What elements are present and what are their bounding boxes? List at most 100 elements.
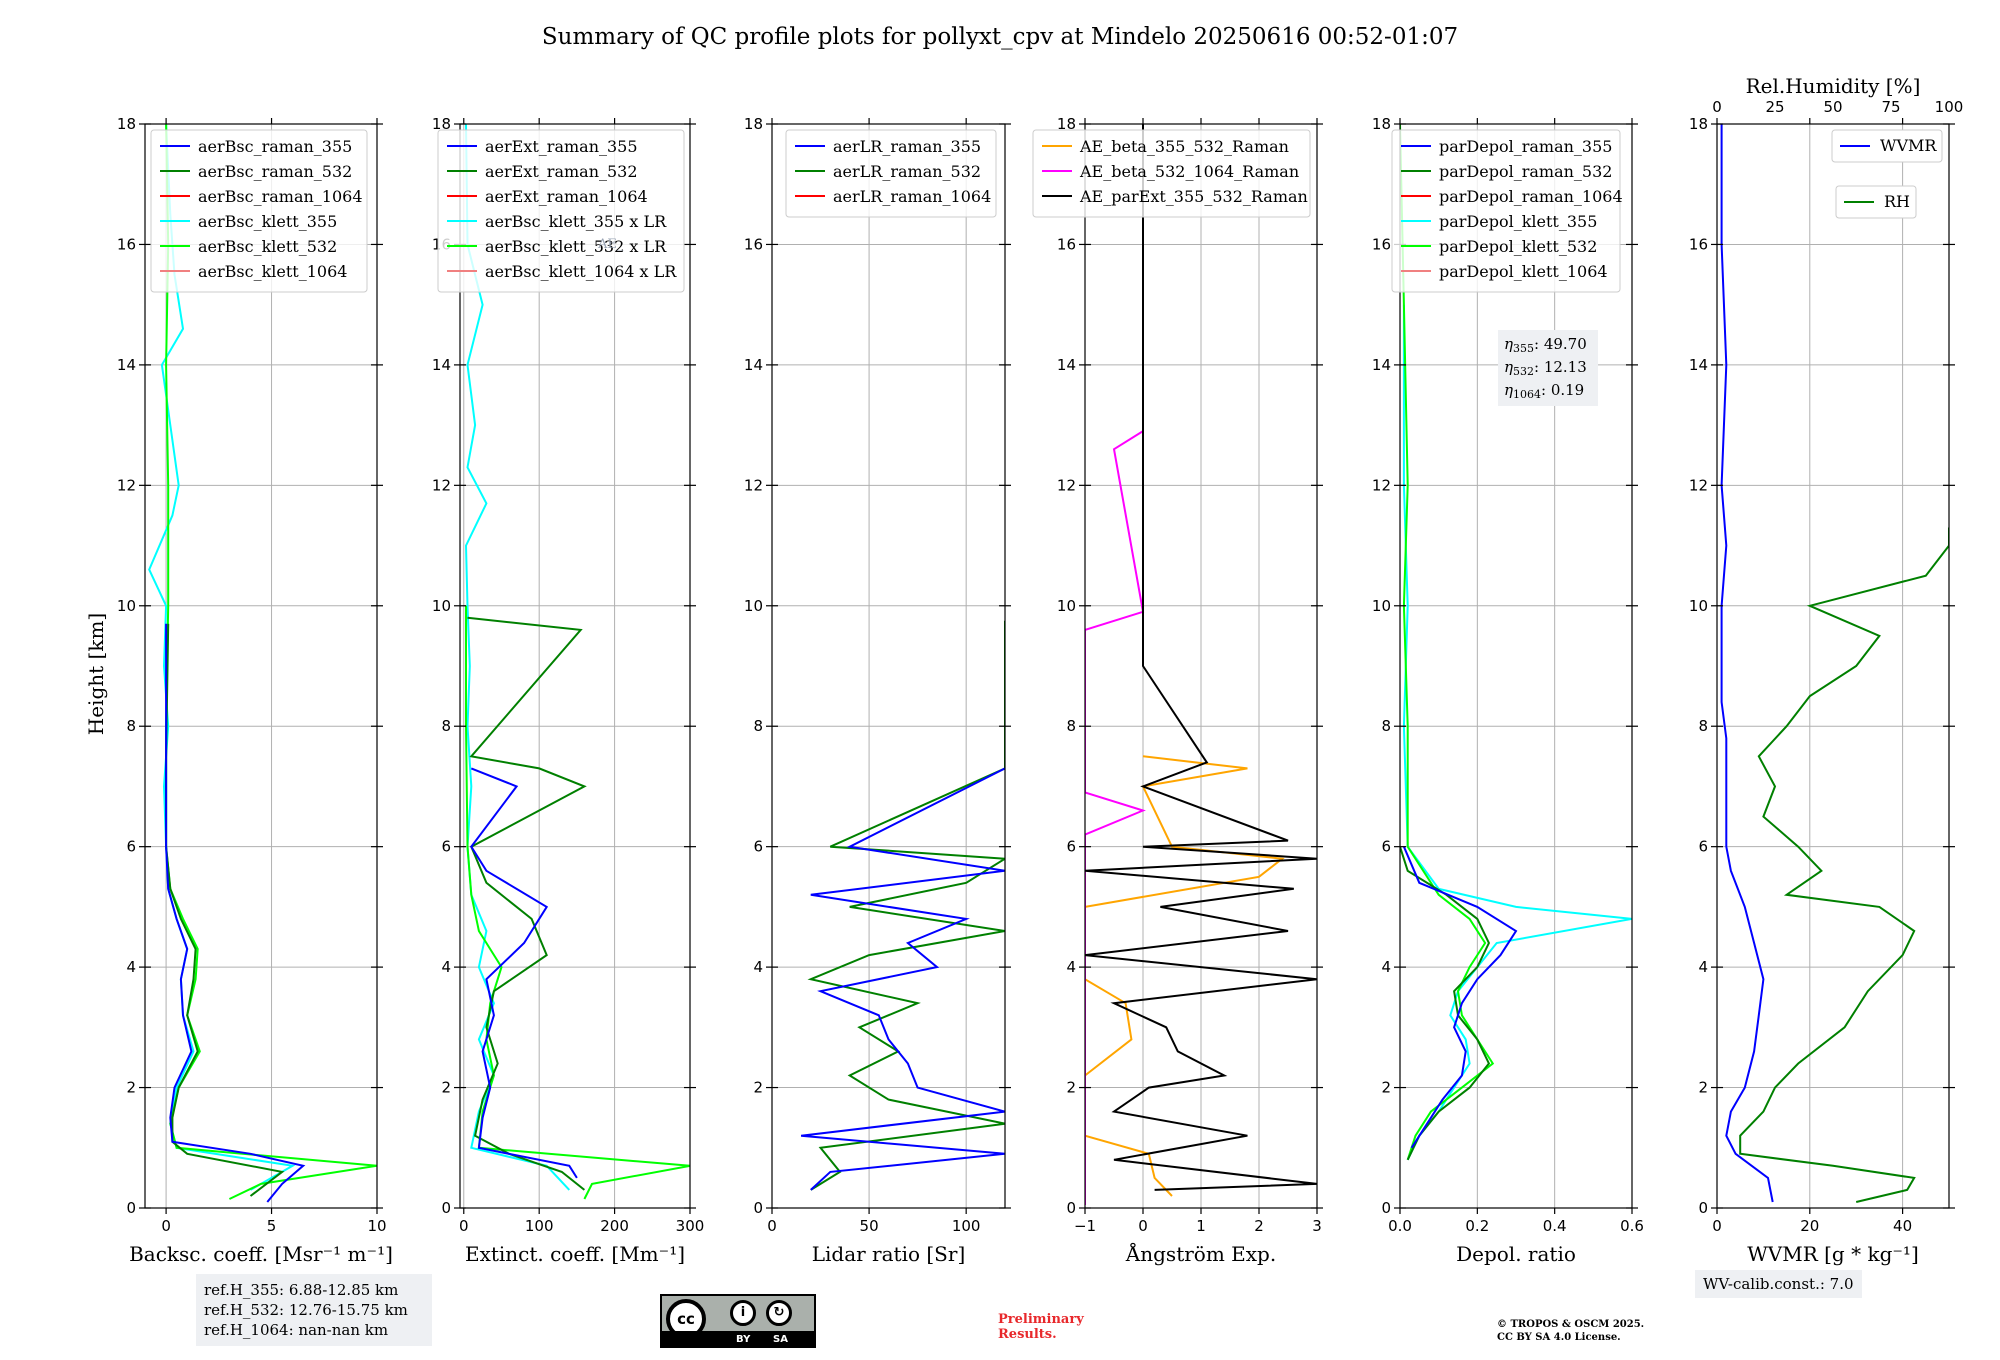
y-tick-label: 10 xyxy=(1057,597,1076,615)
y-tick-label: 2 xyxy=(1698,1079,1708,1097)
person-icon: i xyxy=(730,1300,756,1326)
top-x-tick-label: 75 xyxy=(1881,98,1900,116)
y-tick-label: 4 xyxy=(1381,958,1391,976)
annotation-box xyxy=(1498,330,1598,406)
y-tick-label: 2 xyxy=(1066,1079,1076,1097)
legend-box xyxy=(1391,129,1621,293)
legend: parDepol_raman_355 parDepol_raman_532 parD… xyxy=(1391,129,1623,293)
y-tick-label: 2 xyxy=(753,1079,763,1097)
x-tick-label: 0.4 xyxy=(1543,1217,1567,1235)
y-tick-label: 4 xyxy=(753,958,763,976)
legend-box xyxy=(437,129,685,293)
reference-height-box: ref.H_355: 6.88-12.85 km ref.H_532: 12.7… xyxy=(196,1274,432,1346)
legend-label: RH xyxy=(1884,192,1910,211)
y-tick-label: 10 xyxy=(744,597,763,615)
y-tick-label: 16 xyxy=(1057,235,1076,253)
x-tick-label: 200 xyxy=(600,1217,629,1235)
ref-h-355: ref.H_355: 6.88-12.85 km xyxy=(204,1281,399,1299)
legend-box xyxy=(150,129,368,293)
legend-label: aerBsc_raman_532 xyxy=(198,162,352,181)
annotation-label: η1064: 0.19 xyxy=(1504,381,1584,401)
panel-frame xyxy=(771,123,1006,1209)
x-tick-label: 0 xyxy=(767,1217,777,1235)
legend-label: aerBsc_klett_532 xyxy=(198,237,337,256)
y-tick-label: 2 xyxy=(441,1079,451,1097)
legend-label: aerExt_raman_1064 xyxy=(485,187,648,206)
y-tick-label: 2 xyxy=(1381,1079,1391,1097)
series-aerBsc_klett_532 xyxy=(165,124,377,1200)
y-tick-label: 14 xyxy=(1372,356,1391,374)
y-tick-label: 2 xyxy=(126,1079,136,1097)
y-tick-label: 10 xyxy=(1689,597,1708,615)
legend-label: aerExt_raman_355 xyxy=(485,137,638,156)
x-tick-label: 3 xyxy=(1312,1217,1322,1235)
legend-label: aerExt_raman_532 xyxy=(485,162,638,181)
top-x-tick-label: 100 xyxy=(1935,98,1964,116)
y-tick-label: 0 xyxy=(441,1199,451,1217)
y-tick-label: 12 xyxy=(117,476,136,494)
legend-label: aerBsc_klett_1064 xyxy=(198,262,347,281)
series-aerBsc_klett_355 xyxy=(148,124,296,1191)
legend-label: parDepol_raman_1064 xyxy=(1439,187,1623,206)
x-tick-label: 0 xyxy=(1138,1217,1148,1235)
series-aerBsc_klett_532 x LR xyxy=(465,605,690,1200)
y-tick-label: 8 xyxy=(1381,717,1391,735)
x-tick-label: 20 xyxy=(1800,1217,1819,1235)
panel-frame xyxy=(459,123,691,1209)
y-tick-label: 6 xyxy=(753,838,763,856)
ref-h-1064: ref.H_1064: nan-nan km xyxy=(204,1321,389,1339)
series-aerExt_raman_532 xyxy=(467,616,587,1191)
x-tick-label: 1 xyxy=(1196,1217,1206,1235)
y-tick-label: 14 xyxy=(432,356,451,374)
x-axis-label: Depol. ratio xyxy=(1456,1242,1576,1266)
y-tick-label: 16 xyxy=(1689,235,1708,253)
y-tick-label: 12 xyxy=(744,476,763,494)
series-AE_beta_355_532_Raman xyxy=(1085,755,1285,1197)
y-tick-label: 6 xyxy=(126,838,136,856)
y-tick-label: 18 xyxy=(744,115,763,133)
series-aerLR_raman_532 xyxy=(807,620,1005,1191)
chart-title: Summary of QC profile plots for pollyxt_… xyxy=(542,24,1458,50)
y-tick-label: 6 xyxy=(441,838,451,856)
legend-label: parDepol_raman_532 xyxy=(1439,162,1612,181)
y-tick-label: 10 xyxy=(432,597,451,615)
y-tick-label: 14 xyxy=(1689,356,1708,374)
x-tick-label: 40 xyxy=(1893,1217,1912,1235)
copyright-note: © TROPOS & OSCM 2025. CC BY SA 4.0 Licen… xyxy=(1497,1318,1644,1344)
y-tick-label: 16 xyxy=(117,235,136,253)
y-tick-label: 14 xyxy=(1057,356,1076,374)
legend-label: AE_beta_355_532_Raman xyxy=(1079,137,1289,156)
y-tick-label: 14 xyxy=(744,356,763,374)
preliminary-line-1: Preliminary xyxy=(998,1312,1084,1327)
y-tick-label: 14 xyxy=(117,356,136,374)
legend-label: aerBsc_klett_355 x LR xyxy=(485,212,667,231)
panel-frame xyxy=(1716,123,1950,1209)
annotation-label: η355: 49.70 xyxy=(1504,335,1587,355)
legend-label: aerLR_raman_355 xyxy=(833,137,981,156)
ref-h-532: ref.H_532: 12.76-15.75 km xyxy=(204,1301,408,1319)
y-tick-label: 0 xyxy=(126,1199,136,1217)
series-aerBsc_raman_532 xyxy=(165,623,285,1197)
series-parDepol_raman_355 xyxy=(1402,846,1518,1149)
copyright-line-2: CC BY SA 4.0 License. xyxy=(1497,1332,1621,1343)
x-tick-label: 0 xyxy=(161,1217,171,1235)
series-aerBsc_raman_355 xyxy=(165,623,306,1203)
legend-box xyxy=(1032,129,1311,218)
copyright-line-1: © TROPOS & OSCM 2025. xyxy=(1497,1319,1645,1330)
top-x-axis-label: Rel.Humidity [%] xyxy=(1746,74,1921,98)
y-tick-label: 6 xyxy=(1066,838,1076,856)
y-tick-label: 18 xyxy=(1372,115,1391,133)
x-axis-label: Ångström Exp. xyxy=(1125,1241,1276,1266)
by-label: BY xyxy=(736,1334,751,1345)
y-tick-label: 4 xyxy=(441,958,451,976)
panel-2: 0246810121416180100200300Extinct. coeff.… xyxy=(432,115,704,1266)
legend-label: aerBsc_klett_1064 x LR xyxy=(485,262,677,281)
y-axis-label: Height [km] xyxy=(84,613,108,735)
series-parDepol_raman_532 xyxy=(1400,846,1491,1161)
y-tick-label: 16 xyxy=(1372,235,1391,253)
legend-label: aerLR_raman_1064 xyxy=(833,187,991,206)
legend-label: parDepol_raman_355 xyxy=(1439,137,1612,156)
x-axis-label: WVMR [g * kg⁻¹] xyxy=(1747,1242,1919,1266)
x-tick-label: 50 xyxy=(860,1217,879,1235)
